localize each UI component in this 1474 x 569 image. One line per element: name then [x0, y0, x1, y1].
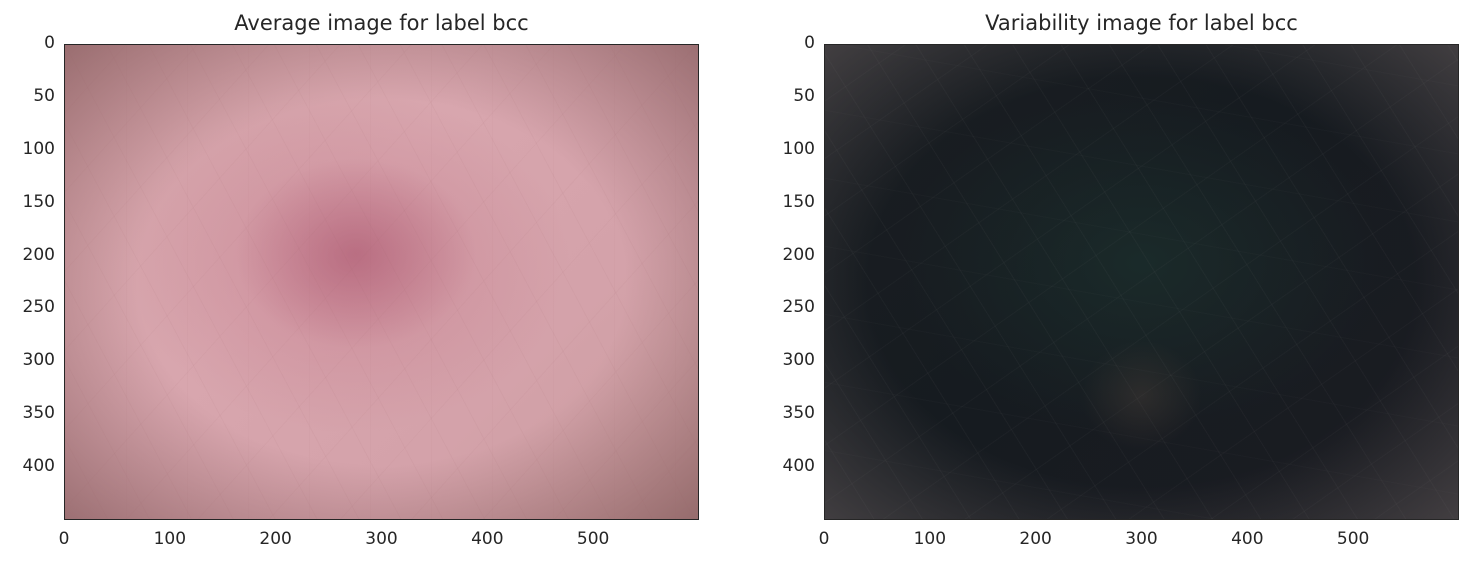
y-tick-label: 400	[7, 456, 55, 476]
variability-image	[825, 45, 1458, 519]
y-tick-label: 50	[7, 86, 55, 106]
x-tick-label: 0	[34, 529, 94, 549]
x-tick-label: 300	[352, 529, 412, 549]
y-tick-label: 300	[767, 350, 815, 370]
chart-title-variability: Variability image for label bcc	[824, 11, 1459, 35]
plot-area-variability	[824, 44, 1459, 520]
x-tick-label: 400	[1217, 529, 1277, 549]
y-tick-label: 50	[767, 86, 815, 106]
y-tick-label: 350	[767, 403, 815, 423]
plot-area-average	[64, 44, 699, 520]
x-tick-label: 100	[140, 529, 200, 549]
y-tick-label: 100	[767, 139, 815, 159]
average-image	[65, 45, 698, 519]
x-tick-label: 0	[794, 529, 854, 549]
y-tick-label: 150	[767, 192, 815, 212]
x-tick-label: 400	[457, 529, 517, 549]
x-tick-label: 500	[1323, 529, 1383, 549]
x-tick-label: 300	[1112, 529, 1172, 549]
x-tick-label: 200	[1006, 529, 1066, 549]
y-tick-label: 350	[7, 403, 55, 423]
y-tick-label: 0	[767, 33, 815, 53]
chart-title-average: Average image for label bcc	[64, 11, 699, 35]
x-tick-label: 100	[900, 529, 960, 549]
y-tick-label: 0	[7, 33, 55, 53]
y-tick-label: 250	[767, 297, 815, 317]
y-tick-label: 150	[7, 192, 55, 212]
x-tick-label: 200	[246, 529, 306, 549]
y-tick-label: 300	[7, 350, 55, 370]
y-tick-label: 400	[767, 456, 815, 476]
x-tick-label: 500	[563, 529, 623, 549]
y-tick-label: 100	[7, 139, 55, 159]
y-tick-label: 250	[7, 297, 55, 317]
y-tick-label: 200	[767, 245, 815, 265]
y-tick-label: 200	[7, 245, 55, 265]
